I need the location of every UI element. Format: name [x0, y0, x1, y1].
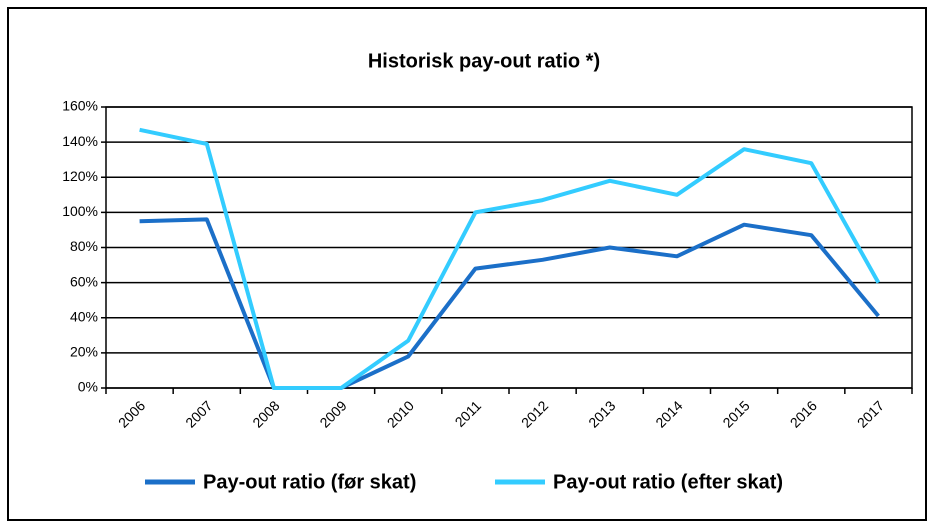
y-tick-label: 0%: [78, 379, 98, 395]
legend-label: Pay-out ratio (efter skat): [553, 471, 783, 493]
y-tick-label: 60%: [70, 273, 98, 289]
series-line: [139, 217, 880, 390]
legend-label: Pay-out ratio (før skat): [203, 471, 416, 493]
y-tick-label: 20%: [70, 344, 98, 360]
y-tick-label: 80%: [70, 238, 98, 254]
y-tick-label: 140%: [62, 133, 98, 149]
y-tick-label: 100%: [62, 203, 98, 219]
y-tick-label: 40%: [70, 308, 98, 324]
y-tick-label: 160%: [62, 98, 98, 114]
series-line: [139, 127, 881, 390]
chart-title: Historisk pay-out ratio *): [368, 50, 600, 72]
y-tick-label: 120%: [62, 168, 98, 184]
